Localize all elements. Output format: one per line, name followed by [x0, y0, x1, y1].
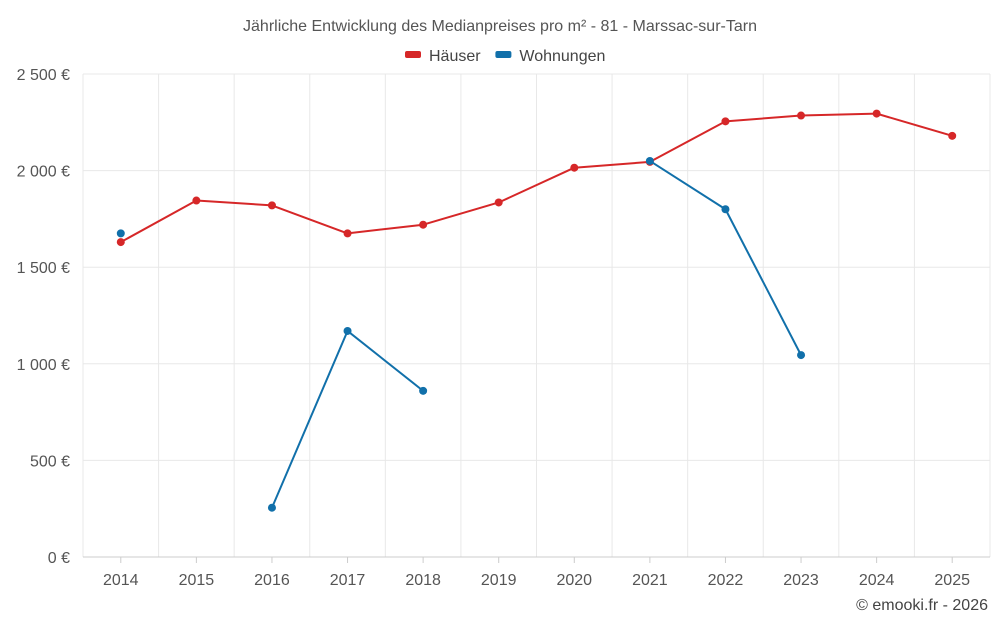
series-layer	[116, 109, 957, 512]
x-tick-label: 2015	[179, 572, 215, 589]
y-tick-label: 2 000 €	[17, 164, 70, 181]
y-tick-label: 1 000 €	[17, 357, 70, 374]
data-point-h-user[interactable]	[116, 238, 125, 247]
data-point-h-user[interactable]	[494, 198, 503, 207]
data-point-h-user[interactable]	[872, 109, 881, 118]
x-tick-label: 2021	[632, 572, 668, 589]
x-tick-label: 2025	[934, 572, 970, 589]
data-point-wohnungen[interactable]	[419, 386, 428, 395]
data-point-wohnungen[interactable]	[797, 351, 806, 360]
y-tick-label: 1 500 €	[17, 260, 70, 277]
data-point-wohnungen[interactable]	[645, 156, 654, 165]
data-point-h-user[interactable]	[948, 131, 957, 140]
data-point-wohnungen[interactable]	[116, 229, 125, 238]
legend-label-h-user[interactable]: Häuser	[429, 48, 481, 65]
x-tick-label: 2024	[859, 572, 895, 589]
credit-text: © emooki.fr - 2026	[856, 597, 988, 614]
data-point-h-user[interactable]	[192, 196, 201, 205]
legend: Häuser Wohnungen	[405, 48, 605, 65]
x-tick-label: 2022	[708, 572, 744, 589]
x-tick-label: 2014	[103, 572, 139, 589]
x-tick-label: 2017	[330, 572, 366, 589]
y-tick-label: 500 €	[30, 453, 70, 470]
x-tick-label: 2020	[556, 572, 592, 589]
data-point-h-user[interactable]	[797, 111, 806, 120]
data-point-wohnungen[interactable]	[267, 503, 276, 512]
series-line-wohnungen	[649, 160, 802, 356]
x-tick-label: 2023	[783, 572, 819, 589]
series-line-wohnungen	[271, 329, 424, 509]
x-tick-label: 2019	[481, 572, 517, 589]
grid	[82, 73, 991, 558]
data-point-h-user[interactable]	[267, 201, 276, 210]
legend-swatch-wohnungen	[495, 51, 512, 58]
y-tick-label: 2 500 €	[17, 67, 70, 84]
chart-title: Jährliche Entwicklung des Medianpreises …	[243, 18, 757, 35]
legend-swatch-h-user	[405, 51, 421, 58]
data-point-h-user[interactable]	[721, 117, 730, 126]
data-point-wohnungen[interactable]	[721, 205, 730, 214]
data-point-h-user[interactable]	[419, 220, 428, 229]
x-tick-label: 2018	[405, 572, 441, 589]
axes: 0 € 500 € 1 000 € 1 500 € 2 000 € 2 500 € 2014…	[17, 67, 990, 589]
y-tick-label: 0 €	[48, 550, 70, 567]
x-tick-label: 2016	[254, 572, 290, 589]
data-point-wohnungen[interactable]	[343, 326, 352, 335]
legend-label-wohnungen[interactable]: Wohnungen	[519, 48, 605, 65]
series-line-h-user	[120, 112, 953, 243]
data-point-h-user[interactable]	[570, 163, 579, 172]
data-point-h-user[interactable]	[343, 229, 352, 238]
